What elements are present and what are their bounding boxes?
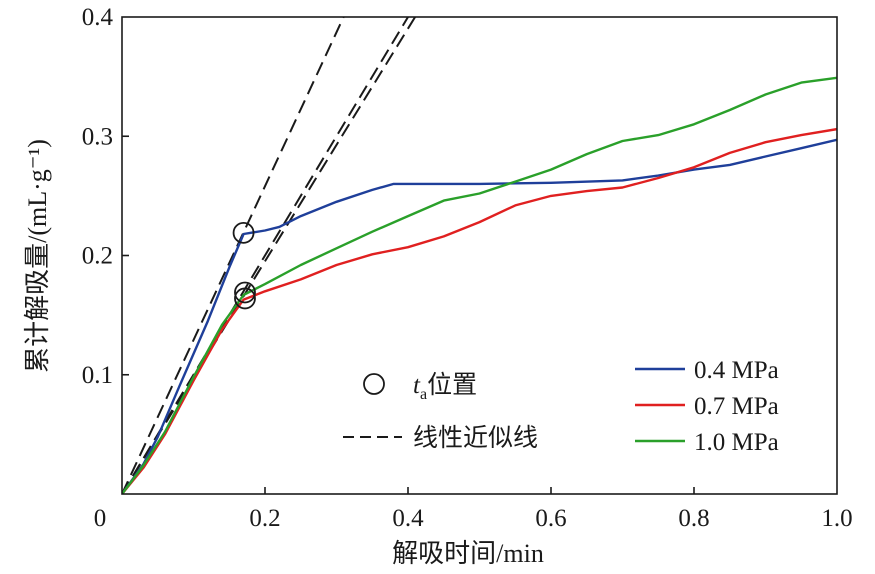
y-tick-label: 0.4: [82, 4, 114, 31]
annotation-legend: ta位置 线性近似线: [343, 371, 538, 452]
legend-label-0.4mpa: 0.4 MPa: [694, 357, 779, 384]
series-line-0.7-mpa: [122, 127, 837, 494]
series-legend: 0.4 MPa 0.7 MPa 1.0 MPa: [635, 357, 779, 456]
linear-fit-line-3: [122, 17, 416, 494]
legend-label-1.0mpa: 1.0 MPa: [694, 429, 779, 456]
ta-position-markers: [232, 221, 256, 310]
data-series-lines: [122, 76, 837, 494]
ta-marker-1: [232, 221, 255, 244]
legend-label-0.7mpa: 0.7 MPa: [694, 393, 779, 420]
linear-fit-line-1: [122, 17, 345, 494]
plot-frame: [121, 16, 838, 495]
annotation-legend-ta-symbol: [363, 373, 385, 395]
ta-marker-3: [234, 287, 256, 310]
linear-fit-lines: [122, 17, 416, 494]
axis-ticks: 0 0.2 0.4 0.6 0.8 1.0 0.1 0.2 0.3 0.4: [82, 4, 853, 532]
series-line-0.4-mpa: [122, 138, 837, 494]
annotation-legend-ta-label: ta位置: [413, 371, 477, 403]
x-tick-label: 0.2: [249, 505, 280, 532]
x-axis-title: 解吸时间/min: [392, 539, 544, 568]
x-tick-label: 1.0: [821, 505, 852, 532]
x-tick-label: 0.8: [678, 505, 709, 532]
series-line-1.0-mpa: [122, 76, 837, 494]
y-tick-label: 0.1: [82, 362, 113, 389]
y-axis-title: 累计解吸量/(mL·g⁻¹): [23, 139, 52, 373]
x-tick-label: 0.4: [392, 505, 424, 532]
y-tick-label: 0.3: [82, 123, 113, 150]
x-tick-label: 0: [94, 505, 107, 532]
x-tick-label: 0.6: [535, 505, 566, 532]
ta-marker-2: [234, 281, 256, 304]
annotation-legend-fit-label: 线性近似线: [413, 424, 538, 452]
linear-fit-line-2: [122, 17, 409, 494]
y-tick-label: 0.2: [82, 243, 113, 270]
